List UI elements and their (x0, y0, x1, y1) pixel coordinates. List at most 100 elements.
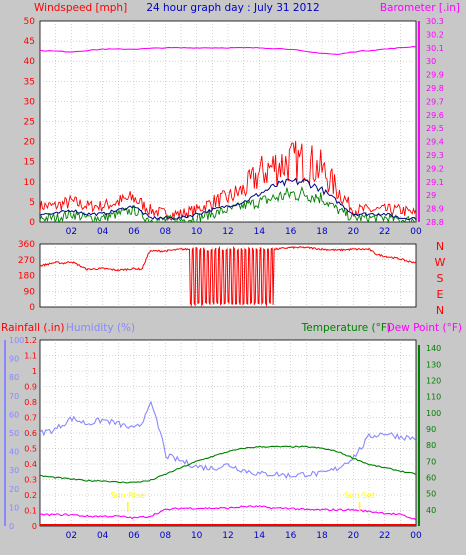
baro-tick-label: 30.2 (426, 30, 444, 39)
direction-tick-label: 270 (18, 256, 35, 266)
wind-x-tick-label: 10 (191, 227, 203, 237)
humidity-axis-title: Humidity (%) (66, 322, 135, 334)
temperature-tick-label: 60 (426, 473, 436, 482)
direction-tick-label: 180 (18, 272, 35, 282)
compass-label: E (437, 288, 444, 301)
wind-x-tick-label: 16 (285, 227, 297, 237)
wind-x-tick-label: 04 (97, 227, 109, 237)
climate-x-tick-label: 08 (160, 531, 172, 541)
baro-tick-label: 29.6 (426, 111, 444, 120)
rain-tick-label: 1 (32, 367, 37, 376)
humidity-tick-label: 90 (9, 355, 19, 364)
wind-x-tick-label: 12 (222, 227, 233, 237)
humidity-tick-label: 10 (9, 503, 19, 512)
wind-x-tick-label: 14 (254, 227, 266, 237)
baro-tick-label: 29 (426, 191, 436, 200)
baro-tick-label: 30 (426, 57, 436, 66)
temperature-tick-label: 90 (426, 425, 436, 434)
humidity-tick-label: 100 (9, 336, 24, 345)
wind-tick-label: 35 (24, 77, 35, 87)
dewpoint-axis-title: Dew Point (°F) (387, 322, 462, 334)
baro-tick-label: 29.2 (426, 164, 444, 173)
compass-label: N (436, 304, 444, 317)
direction-tick-label: 90 (24, 287, 36, 297)
humidity-tick-label: 0 (9, 522, 14, 531)
wind-x-tick-label: 22 (379, 227, 390, 237)
wind-x-tick-label: 08 (160, 227, 172, 237)
rain-tick-label: 0.9 (24, 383, 37, 392)
rain-tick-label: 0.8 (24, 398, 37, 407)
direction-tick-label: 0 (29, 303, 35, 313)
temperature-tick-label: 40 (426, 506, 436, 515)
baro-tick-label: 30.1 (426, 44, 444, 53)
humidity-tick-label: 50 (9, 429, 19, 438)
compass-label: S (437, 272, 444, 285)
temperature-series-line (39, 445, 417, 484)
rain-tick-label: 0 (32, 522, 37, 531)
rain-tick-label: 0.5 (24, 445, 37, 454)
wind-tick-label: 20 (24, 138, 36, 148)
climate-x-tick-label: 18 (316, 531, 328, 541)
gust-series-line (39, 140, 417, 222)
humidity-series-line (39, 400, 417, 479)
rain-tick-label: 0.6 (24, 429, 37, 438)
wind-x-tick-label: 06 (128, 227, 140, 237)
baro-tick-label: 30.3 (426, 17, 444, 26)
temperature-tick-label: 130 (426, 360, 441, 369)
temperature-tick-label: 50 (426, 490, 436, 499)
avg-wind-series-line (39, 177, 417, 221)
temperature-tick-label: 140 (426, 344, 441, 353)
compass-label: W (435, 256, 446, 269)
temperature-tick-label: 70 (426, 457, 436, 466)
temperature-axis-title: Temperature (°F) (301, 322, 391, 334)
chart-layer: 0510152025303540455028.828.92929.129.229… (4, 17, 446, 541)
wind-x-tick-label: 02 (66, 227, 77, 237)
wind-tick-label: 50 (24, 17, 36, 27)
climate-x-tick-label: 02 (66, 531, 77, 541)
rain-tick-label: 0.4 (24, 460, 37, 469)
wind-tick-label: 25 (24, 118, 35, 128)
temperature-tick-label: 80 (426, 441, 436, 450)
climate-x-tick-label: 12 (222, 531, 233, 541)
temperature-tick-label: 110 (426, 393, 441, 402)
humidity-tick-label: 60 (9, 410, 19, 419)
climate-x-tick-label: 16 (285, 531, 297, 541)
rain-tick-label: 1.2 (24, 336, 37, 345)
baro-tick-label: 28.8 (426, 218, 444, 227)
baro-tick-label: 28.9 (426, 205, 444, 214)
wind-tick-label: 5 (29, 198, 35, 208)
wind-direction-series-line (39, 245, 417, 307)
wind-x-tick-label: 20 (348, 227, 360, 237)
climate-x-tick-label: 06 (128, 531, 140, 541)
baro-tick-label: 29.7 (426, 97, 444, 106)
climate-x-tick-label: 10 (191, 531, 203, 541)
humidity-tick-label: 40 (9, 448, 19, 457)
rain-tick-label: 1.1 (24, 352, 37, 361)
rain-tick-label: 0.2 (24, 491, 37, 500)
wind-tick-label: 15 (24, 158, 35, 168)
temperature-tick-label: 120 (426, 376, 441, 385)
humidity-tick-label: 80 (9, 373, 19, 382)
wind-axis-title: Windspeed [mph] (34, 2, 127, 14)
baro-axis-title: Barometer [.in] (380, 2, 460, 14)
compass-label: N (436, 240, 444, 253)
baro-tick-label: 29.4 (426, 138, 444, 147)
climate-x-tick-label: 20 (348, 531, 360, 541)
wind-tick-label: 40 (24, 57, 36, 67)
chart-title: 24 hour graph day : July 31 2012 (146, 2, 319, 14)
climate-x-tick-label: 14 (254, 531, 266, 541)
climate-x-tick-label: 22 (379, 531, 390, 541)
climate-x-tick-label: 00 (410, 531, 422, 541)
sunset-label: Sun Set (344, 491, 375, 500)
climate-x-tick-label: 04 (97, 531, 109, 541)
wind-tick-label: 0 (29, 218, 35, 228)
barometer-series-line (39, 46, 417, 55)
humidity-tick-label: 70 (9, 392, 19, 401)
rain-tick-label: 0.7 (24, 414, 37, 423)
humidity-tick-label: 30 (9, 466, 19, 475)
direction-tick-label: 360 (18, 240, 35, 250)
wind-tick-label: 45 (24, 37, 35, 47)
dewpoint-series-line (39, 505, 417, 521)
wind-x-tick-label: 18 (316, 227, 328, 237)
